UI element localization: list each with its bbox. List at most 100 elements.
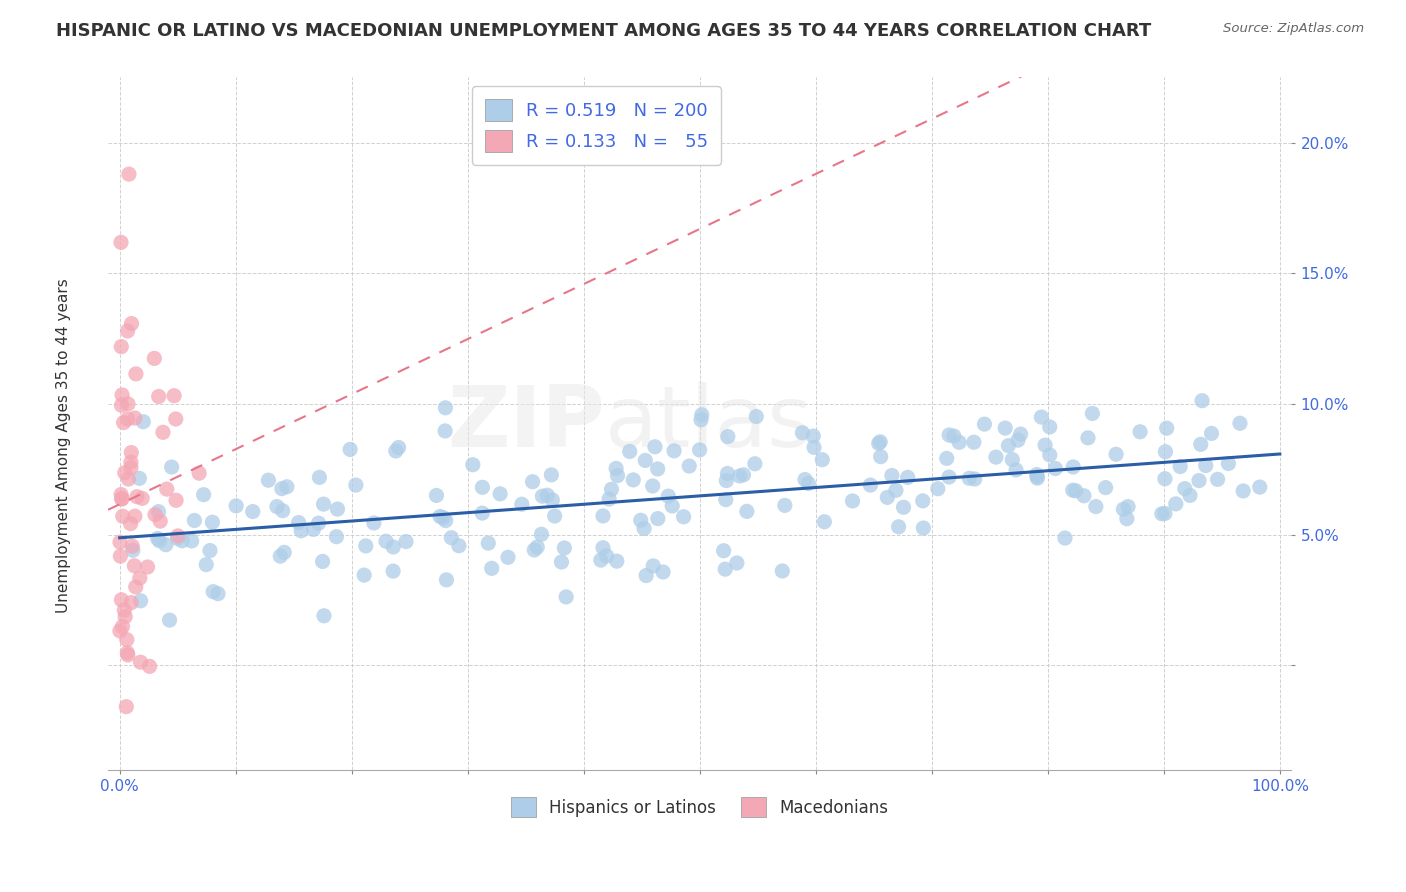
Point [973, 417, 995, 431]
Point [811, 452, 834, 467]
Point [165, 493, 187, 508]
Point [382, 540, 405, 554]
Point [868, 436, 890, 450]
Point [536, 488, 558, 502]
Point [434, 514, 457, 528]
Point [114, 466, 136, 480]
Point [461, 458, 484, 472]
Point [745, 409, 768, 424]
Point [188, 467, 211, 481]
Point [1010, 427, 1032, 442]
Point [1218, 457, 1240, 471]
Point [270, 482, 292, 496]
Point [129, 655, 152, 669]
Point [117, 648, 139, 662]
Point [744, 457, 766, 471]
Point [1129, 425, 1152, 439]
Point [312, 497, 335, 511]
Point [1154, 507, 1177, 521]
Point [1154, 472, 1177, 486]
Point [1005, 463, 1028, 477]
Point [146, 532, 169, 546]
Point [935, 451, 957, 466]
Text: atlas: atlas [605, 382, 813, 466]
Point [111, 619, 134, 633]
Point [382, 564, 405, 578]
Point [429, 509, 451, 524]
Point [526, 540, 548, 554]
Point [598, 491, 620, 506]
Text: HISPANIC OR LATINO VS MACEDONIAN UNEMPLOYMENT AMONG AGES 35 TO 44 YEARS CORRELAT: HISPANIC OR LATINO VS MACEDONIAN UNEMPLO… [56, 22, 1152, 40]
Point [541, 492, 564, 507]
Point [1077, 431, 1099, 445]
Point [555, 590, 578, 604]
Point [425, 488, 447, 502]
Point [1033, 438, 1056, 452]
Point [1168, 459, 1191, 474]
Point [114, 609, 136, 624]
Point [728, 469, 751, 483]
Point [1116, 500, 1139, 514]
Point [716, 474, 738, 488]
Point [897, 470, 920, 484]
Point [530, 527, 553, 541]
Legend: Hispanics or Latinos, Macedonians: Hispanics or Latinos, Macedonians [505, 790, 896, 824]
Point [893, 500, 915, 515]
Point [166, 529, 188, 543]
Point [714, 492, 737, 507]
Point [803, 441, 825, 455]
Point [110, 549, 132, 563]
Point [117, 412, 139, 426]
Point [510, 497, 533, 511]
Point [308, 470, 330, 484]
Point [132, 415, 155, 429]
Point [471, 480, 494, 494]
Point [801, 429, 824, 443]
Point [1195, 458, 1218, 473]
Point [143, 508, 166, 522]
Point [869, 450, 891, 464]
Point [112, 603, 135, 617]
Point [311, 554, 333, 568]
Point [477, 536, 499, 550]
Point [202, 584, 225, 599]
Point [841, 494, 863, 508]
Point [994, 421, 1017, 435]
Point [636, 568, 658, 582]
Point [155, 538, 177, 552]
Point [589, 553, 612, 567]
Point [207, 587, 229, 601]
Point [1026, 469, 1049, 483]
Point [1007, 433, 1029, 447]
Point [876, 491, 898, 505]
Point [997, 439, 1019, 453]
Point [647, 511, 669, 525]
Point [110, 398, 132, 412]
Point [1025, 467, 1047, 482]
Point [1073, 489, 1095, 503]
Point [661, 499, 683, 513]
Point [662, 443, 685, 458]
Point [108, 535, 131, 549]
Point [120, 445, 142, 459]
Point [1191, 393, 1213, 408]
Point [884, 483, 907, 498]
Point [813, 515, 835, 529]
Point [434, 424, 457, 438]
Point [110, 340, 132, 354]
Point [287, 516, 309, 530]
Point [117, 646, 139, 660]
Point [1229, 416, 1251, 430]
Point [489, 487, 512, 501]
Point [678, 459, 700, 474]
Point [1053, 531, 1076, 545]
Point [193, 488, 215, 502]
Point [1084, 500, 1107, 514]
Point [1039, 420, 1062, 434]
Point [553, 541, 575, 555]
Point [159, 613, 181, 627]
Point [183, 513, 205, 527]
Point [149, 514, 172, 528]
Point [540, 467, 562, 482]
Point [117, 324, 139, 338]
